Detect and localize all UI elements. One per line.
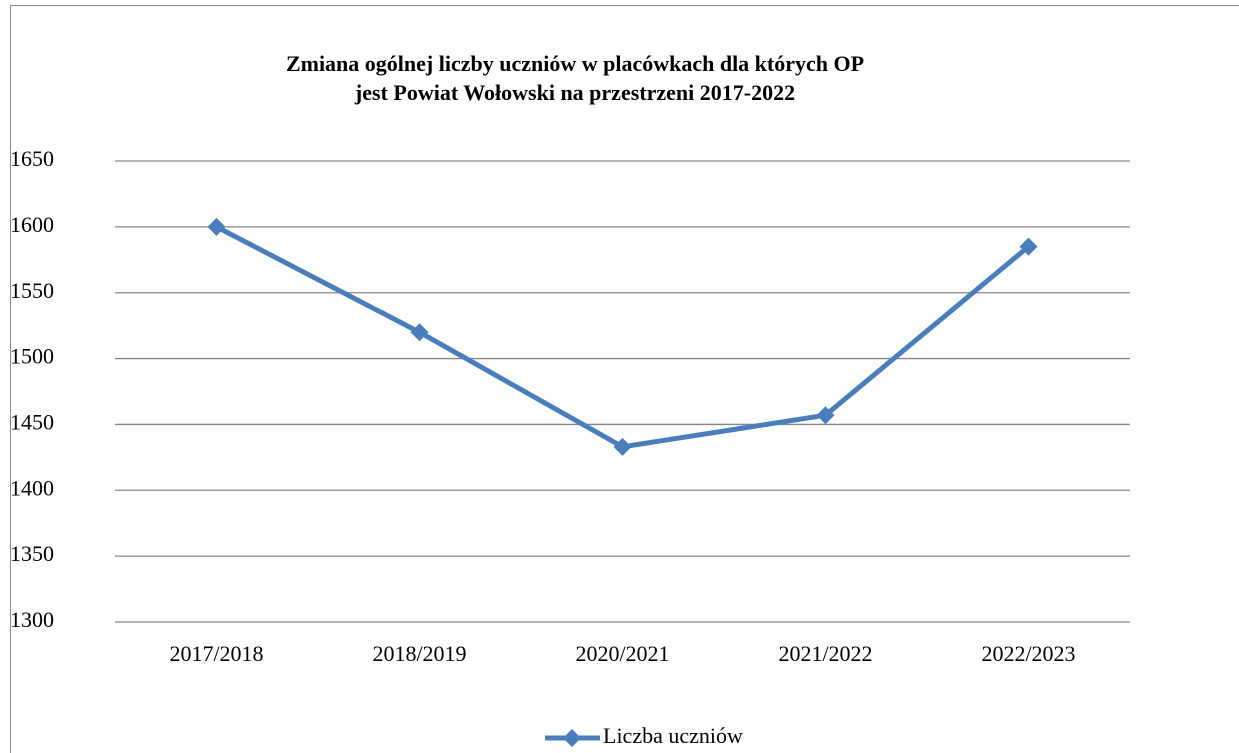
y-tick-label: 1600 (10, 212, 54, 237)
y-tick-label: 1300 (10, 607, 54, 632)
series-line (215, 224, 1031, 450)
data-point (613, 437, 632, 456)
legend-label: Liczba uczniów (603, 723, 743, 748)
chart-title: jest Powiat Wołowski na przestrzeni 2017… (354, 80, 795, 105)
y-tick-label: 1450 (10, 409, 54, 434)
y-tick-label: 1350 (10, 541, 54, 566)
x-tick-label: 2021/2022 (778, 641, 872, 666)
x-tick-label: 2017/2018 (169, 641, 263, 666)
chart-title: Zmiana ogólnej liczby uczniów w placówka… (286, 51, 864, 76)
y-tick-label: 1500 (10, 344, 54, 369)
data-point (410, 323, 429, 342)
data-point (1019, 237, 1038, 256)
data-point (816, 406, 835, 425)
y-tick-label: 1550 (10, 278, 54, 303)
x-tick-label: 2020/2021 (575, 641, 669, 666)
x-tick-label: 2018/2019 (372, 641, 466, 666)
x-tick-label: 2022/2023 (981, 641, 1075, 666)
data-point (207, 217, 226, 236)
y-tick-label: 1400 (10, 475, 54, 500)
y-tick-label: 1650 (10, 146, 54, 171)
legend-marker (563, 729, 581, 747)
chart-frame (10, 5, 1239, 753)
